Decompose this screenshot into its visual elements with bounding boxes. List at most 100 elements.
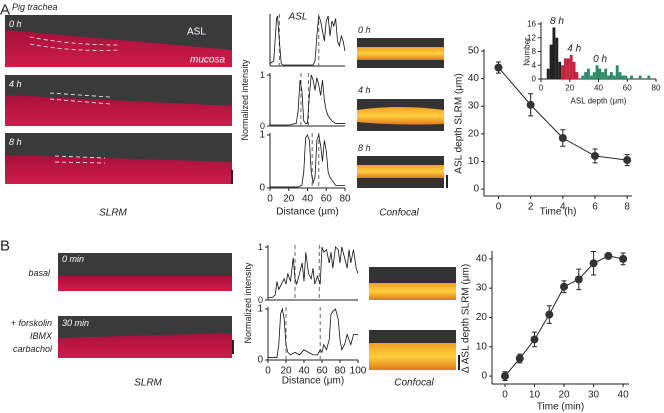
histogram-bar [592, 72, 596, 79]
histogram-bar [624, 75, 628, 79]
y-tick-label: 40 [476, 253, 488, 264]
histogram-bar [561, 65, 564, 79]
y-tick-label: 10 [468, 156, 480, 167]
y-tick-label: 0 [259, 183, 265, 194]
data-point [515, 354, 524, 363]
histogram-bar [615, 65, 619, 79]
x-axis-label: Time (min) [537, 402, 584, 413]
image-label: ASL [187, 27, 206, 38]
image-label: 8 h [358, 143, 371, 153]
x-tick-label: 8 [624, 202, 630, 213]
image-label: 4 h [358, 85, 371, 95]
condition-label: IBMX [30, 331, 53, 341]
image-label: 0 h [358, 25, 371, 35]
data-point [500, 372, 509, 381]
x-tick-label: 4 [560, 202, 566, 213]
histogram-bar [612, 75, 616, 79]
panel-label: A [0, 2, 10, 19]
x-tick-label: 30 [588, 390, 600, 401]
histogram-bar [566, 58, 570, 79]
histogram-bar [572, 61, 576, 79]
histogram-bar [610, 72, 613, 79]
image-caption: SLRM [99, 208, 127, 219]
data-point [604, 251, 613, 260]
histogram-bar [601, 72, 605, 79]
x-tick-label: 80 [339, 194, 351, 205]
image-label: mucosa [190, 55, 225, 66]
histogram-bar [549, 44, 553, 79]
series-label: 8 h [550, 16, 564, 27]
data-point [591, 151, 599, 160]
panel-label: B [0, 238, 10, 255]
condition-label: + forskolin [11, 318, 52, 328]
x-tick-label: 60 [316, 366, 328, 377]
x-tick-label: 40 [298, 366, 310, 377]
histogram-bar [555, 37, 559, 79]
y-tick-label: 1 [258, 242, 263, 252]
y-tick-label: 1 [260, 70, 265, 80]
histogram-bar [604, 68, 608, 79]
x-tick-label: 60 [321, 194, 333, 205]
profile-label: ASL [288, 12, 308, 23]
y-axis-label: Normalized intensity [243, 262, 253, 344]
y-tick-label: 0 [257, 355, 263, 366]
y-tick-label: 1 [257, 304, 263, 315]
series-label: 4 h [567, 43, 581, 54]
histogram-bar [558, 61, 562, 79]
y-tick-label: 10 [476, 341, 488, 352]
x-tick-label: 0 [267, 194, 273, 205]
data-point [526, 100, 535, 109]
histogram-bar [552, 27, 556, 79]
histogram-bar [581, 75, 585, 79]
y-tick-label: 0 [473, 184, 479, 195]
y-tick-label: 4 [532, 61, 537, 70]
histogram-bar [569, 54, 573, 79]
data-line [268, 307, 358, 358]
data-line [270, 74, 345, 126]
histogram-bar [595, 65, 599, 79]
y-tick-label: 16 [527, 20, 536, 29]
y-tick-label: 20 [476, 312, 488, 323]
x-tick-label: 10 [529, 390, 541, 401]
condition-label: basal [28, 268, 51, 278]
x-tick-label: 40 [594, 84, 603, 93]
data-line [268, 246, 359, 298]
image-caption: Confocal [394, 378, 434, 389]
y-tick-label: 30 [476, 283, 488, 294]
data-line [270, 133, 345, 188]
images [5, 15, 460, 370]
y-tick-label: 8 [532, 47, 537, 56]
y-axis-label: Normalized intensity [240, 59, 250, 141]
x-tick-label: 20 [280, 366, 292, 377]
data-point [530, 335, 539, 344]
x-tick-label: 40 [302, 194, 314, 205]
data-point [558, 134, 567, 142]
histogram-bar [621, 75, 625, 79]
histogram-bar [618, 72, 622, 79]
data-line [269, 15, 346, 66]
histogram-bar [647, 75, 651, 79]
x-tick-label: 60 [623, 84, 632, 93]
x-axis-label: Distance (μm) [276, 207, 338, 218]
y-tick-label: 1 [259, 130, 265, 141]
image-label: 0 h [9, 19, 22, 29]
y-tick-label: 20 [468, 128, 480, 139]
y-tick-label: 12 [527, 33, 536, 42]
data-point [545, 310, 554, 319]
subtitle: Pig trachea [12, 2, 58, 12]
image-label: 0 min [62, 254, 84, 264]
data-point [494, 63, 503, 72]
y-tick-label: 50 [468, 46, 480, 57]
x-tick-label: 6 [592, 202, 598, 213]
y-axis-label: Δ ASL depth SLRM (μm) [461, 264, 472, 373]
x-axis-label: Time (h) [540, 207, 577, 218]
x-tick-label: 40 [618, 390, 630, 401]
image-label: 4 h [9, 79, 22, 89]
x-tick-label: 2 [528, 202, 534, 213]
y-axis-label: Number [523, 37, 532, 66]
condition-label: carbachol [13, 344, 53, 354]
x-tick-label: 20 [565, 84, 574, 93]
x-axis-label: ASL depth (μm) [571, 97, 627, 106]
x-tick-label: 0 [539, 84, 544, 93]
